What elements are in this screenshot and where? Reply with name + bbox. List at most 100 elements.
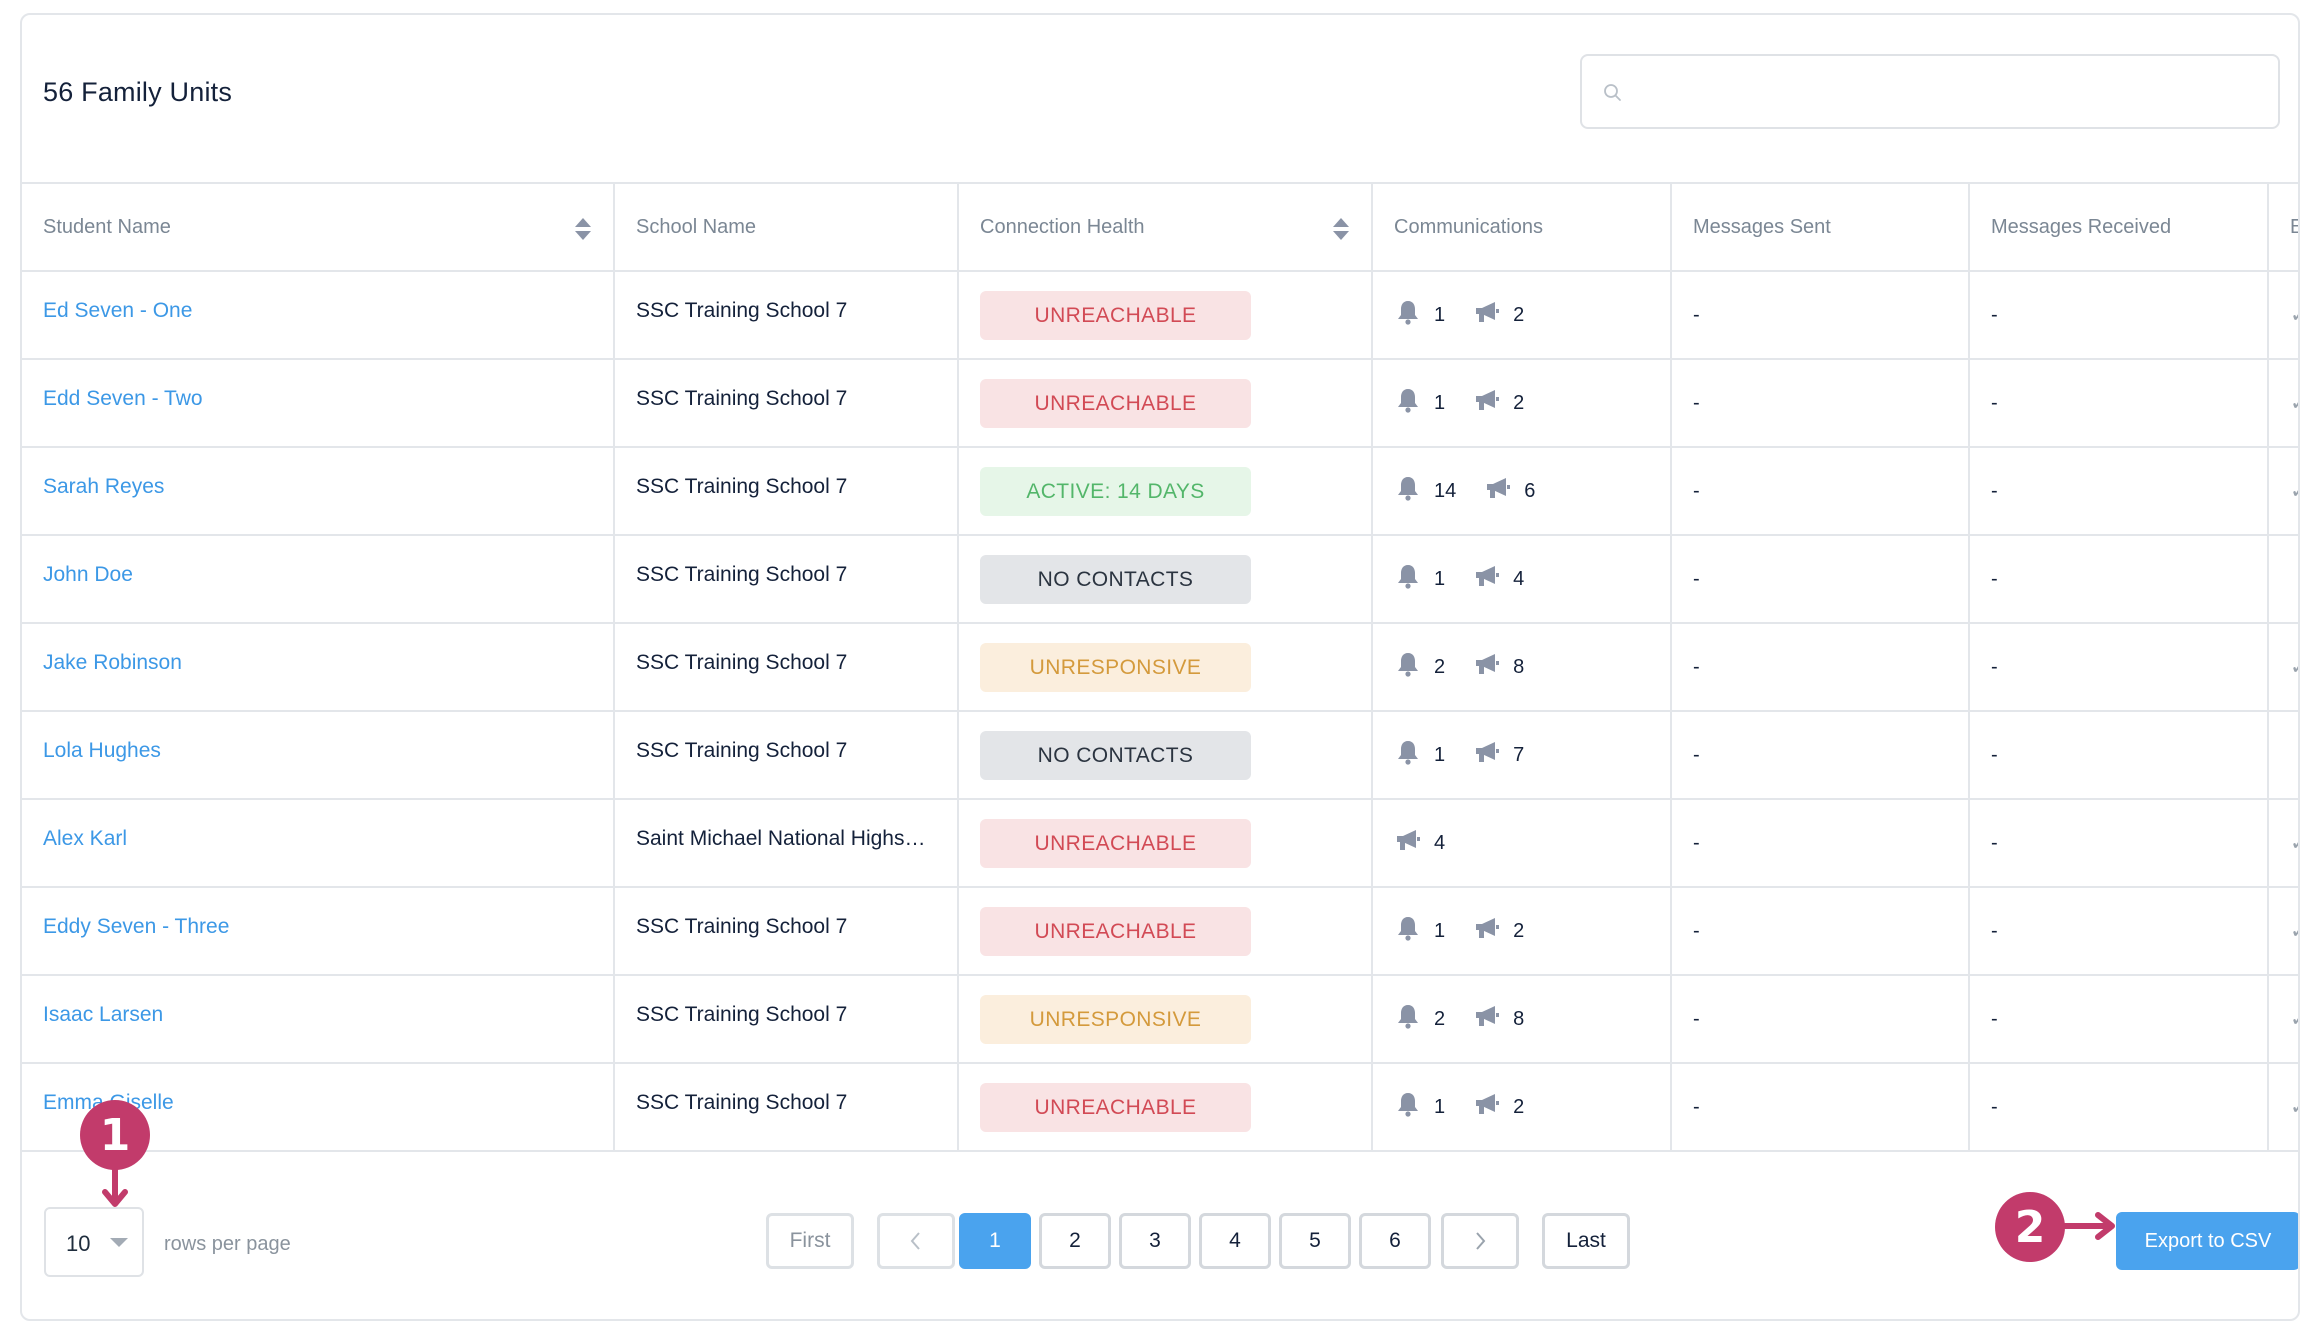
bell-icon [1394,562,1422,596]
messages-sent-value: - [1693,1007,1700,1030]
pagination-prev-button[interactable] [877,1213,955,1269]
rows-per-page-value: 10 [66,1231,91,1256]
cell-email-status [2268,711,2298,800]
cell-student-name: Lola Hughes [22,711,615,800]
pagination-page-button[interactable]: 3 [1119,1213,1191,1269]
cell-email-status: ✓ [2268,359,2298,448]
column-header-connection-health[interactable]: Connection Health [958,182,1373,272]
sort-icon[interactable] [573,216,593,242]
cell-messages-sent: - [1671,359,1970,448]
notification-count: 1 [1434,743,1446,766]
cell-connection-health: UNREACHABLE [958,271,1373,360]
pagination-page-button[interactable]: 2 [1039,1213,1111,1269]
cell-connection-health: NO CONTACTS [958,711,1373,800]
column-header-messages-sent: Messages Sent [1671,182,1970,272]
announcement-count: 4 [1513,567,1525,590]
school-name: SSC Training School 7 [636,739,848,762]
checkmark-icon: ✓ [2290,1094,2298,1119]
cell-messages-sent: - [1671,535,1970,624]
student-name-link[interactable]: Lola Hughes [43,739,161,762]
table-row: Ed Seven - One SSC Training School 7 UNREA… [22,271,2298,360]
megaphone-icon [1473,1002,1501,1036]
messages-received-value: - [1991,567,1998,590]
messages-sent-value: - [1693,479,1700,502]
column-header-label: Em [2290,216,2298,238]
cell-messages-sent: - [1671,447,1970,536]
pagination-page-button[interactable]: 1 [959,1213,1031,1269]
announcement-count: 4 [1434,831,1446,854]
connection-health-badge: UNRESPONSIVE [980,642,1251,692]
pagination-last-button[interactable]: Last [1542,1213,1630,1269]
student-name-link[interactable]: Jake Robinson [43,651,182,674]
page-title: 56 Family Units [43,77,233,107]
megaphone-icon [1473,1090,1501,1124]
sort-icon[interactable] [1331,216,1351,242]
cell-school-name: SSC Training School 7 [614,535,959,624]
megaphone-icon [1473,914,1501,948]
table-row: Emma Giselle SSC Training School 7 UNREACH… [22,1063,2298,1152]
bell-icon [1394,914,1422,948]
column-header-student-name[interactable]: Student Name [22,182,615,272]
connection-health-badge: UNRESPONSIVE [980,994,1251,1044]
rows-per-page-label: rows per page [164,1233,291,1255]
bell-icon [1394,738,1422,772]
cell-connection-health: UNREACHABLE [958,887,1373,976]
student-name-link[interactable]: Ed Seven - One [43,299,193,322]
connection-health-badge: NO CONTACTS [980,730,1251,780]
bell-icon [1394,474,1422,508]
pagination-page-button[interactable]: 5 [1279,1213,1351,1269]
cell-messages-received: - [1969,359,2269,448]
pagination-next-button[interactable] [1441,1213,1519,1269]
cell-email-status: ✓ [2268,447,2298,536]
cell-student-name: Ed Seven - One [22,271,615,360]
column-header-em: Em [2268,182,2298,272]
student-name-link[interactable]: Eddy Seven - Three [43,915,230,938]
cell-connection-health: UNRESPONSIVE [958,623,1373,712]
cell-communications: 4 [1372,799,1672,888]
pagination-page-button[interactable]: 4 [1199,1213,1271,1269]
export-csv-button[interactable]: Export to CSV [2116,1212,2298,1270]
column-header-label: School Name [636,215,757,238]
student-name-link[interactable]: John Doe [43,563,133,586]
megaphone-icon [1473,738,1501,772]
cell-messages-received: - [1969,711,2269,800]
cell-student-name: Isaac Larsen [22,975,615,1064]
megaphone-icon [1394,826,1422,860]
family-units-table: Student Name School Name Connection Health… [22,182,2298,1167]
rows-per-page-select[interactable]: 10 [44,1207,144,1277]
cell-messages-received: - [1969,535,2269,624]
student-name-link[interactable]: Sarah Reyes [43,475,165,498]
cell-student-name: Sarah Reyes [22,447,615,536]
cell-communications: 14 6 [1372,447,1672,536]
table-row: John Doe SSC Training School 7 NO CONTACTS… [22,535,2298,624]
search-input[interactable] [1580,54,2280,129]
messages-received-value: - [1991,303,1998,326]
cell-email-status: ✓ [2268,271,2298,360]
table-row: Jake Robinson SSC Training School 7 UNRESP… [22,623,2298,712]
announcement-count: 2 [1513,391,1525,414]
table-row: Alex Karl Saint Michael National Highs… UN… [22,799,2298,888]
megaphone-icon [1473,562,1501,596]
messages-sent-value: - [1693,743,1700,766]
school-name: Saint Michael National Highs… [636,827,926,850]
messages-received-value: - [1991,919,1998,942]
student-name-link[interactable]: Edd Seven - Two [43,387,203,410]
pagination-page-button[interactable]: 6 [1359,1213,1431,1269]
student-name-link[interactable]: Alex Karl [43,827,128,850]
cell-connection-health: NO CONTACTS [958,535,1373,624]
student-name-link[interactable]: Isaac Larsen [43,1003,164,1026]
pagination-first-button[interactable]: First [766,1213,854,1269]
messages-sent-value: - [1693,831,1700,854]
connection-health-badge: UNREACHABLE [980,1082,1251,1132]
announcement-count: 6 [1524,479,1536,502]
notification-count: 1 [1434,567,1446,590]
cell-student-name: Alex Karl [22,799,615,888]
